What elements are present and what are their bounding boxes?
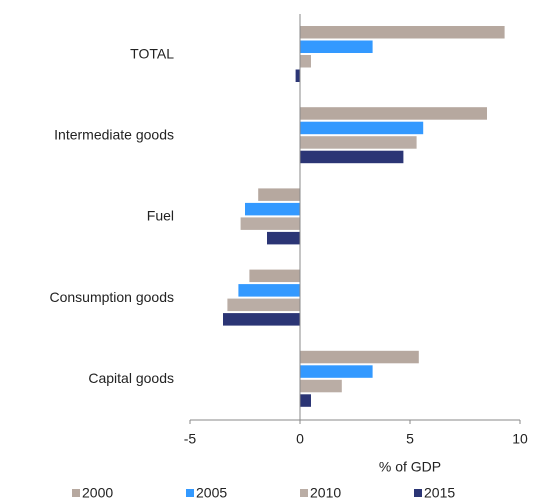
bar <box>249 269 300 283</box>
category-label: TOTAL <box>130 45 174 61</box>
bar <box>240 217 300 230</box>
x-tick-label: -5 <box>184 431 197 447</box>
x-tick-label: 5 <box>406 431 414 447</box>
legend-swatch <box>300 489 308 497</box>
category-label: Fuel <box>147 208 174 224</box>
legend-label: 2015 <box>424 485 455 501</box>
bar <box>295 69 300 82</box>
category-label: Intermediate goods <box>54 127 174 143</box>
bar <box>300 394 311 407</box>
bar <box>300 136 417 149</box>
bar <box>300 26 505 39</box>
bar <box>258 188 300 201</box>
category-label: Consumption goods <box>49 289 174 305</box>
bar <box>300 350 419 364</box>
bar <box>300 121 424 135</box>
legend-swatch <box>186 489 194 497</box>
bar <box>300 107 487 120</box>
legend-label: 2005 <box>196 485 227 501</box>
x-tick-label: 10 <box>512 431 528 447</box>
legend-label: 2000 <box>82 485 113 501</box>
bar <box>238 284 300 297</box>
bar <box>300 55 311 68</box>
bar <box>227 298 300 312</box>
bar <box>267 231 300 245</box>
legend-swatch <box>414 489 422 497</box>
bar <box>300 379 342 393</box>
legend-swatch <box>72 489 80 497</box>
x-axis-title: % of GDP <box>379 459 441 475</box>
legend-label: 2010 <box>310 485 341 501</box>
category-label: Capital goods <box>88 370 174 386</box>
bar <box>300 40 373 53</box>
bar <box>223 313 300 326</box>
bar <box>245 202 300 216</box>
bar <box>300 150 404 164</box>
bar <box>300 365 373 378</box>
x-tick-label: 0 <box>296 431 304 447</box>
